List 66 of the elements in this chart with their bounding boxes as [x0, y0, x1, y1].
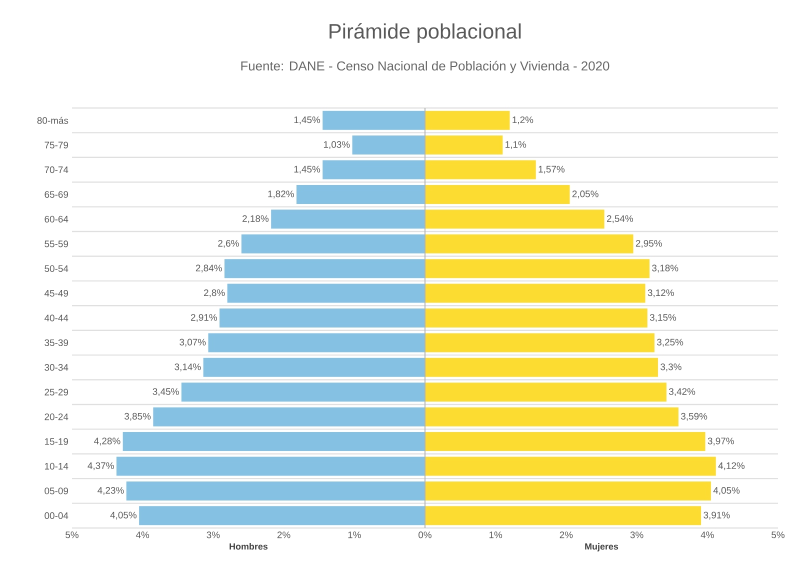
data-label: 4,05% — [713, 487, 740, 495]
y-tick-label: 75-79 — [44, 142, 68, 148]
data-label: 3,15% — [650, 314, 676, 322]
data-label: 3,59% — [681, 412, 708, 421]
data-label: 3,14% — [174, 364, 201, 372]
x-tick-label: 4% — [700, 532, 714, 538]
data-label: 1,1% — [506, 141, 526, 149]
data-label: 4,23% — [98, 487, 124, 495]
x-axis-title: Mujeres — [585, 543, 618, 552]
y-tick-label: 65-69 — [44, 191, 68, 198]
x-tick-label: 2% — [560, 532, 573, 538]
data-label: 3,97% — [708, 438, 734, 446]
x-axis-title: Hombres — [230, 543, 268, 550]
data-label: 2,95% — [636, 240, 662, 248]
data-label: 2,18% — [242, 215, 269, 224]
chart-subtitle: Fuente: DANE - Censo Nacional de Población y Vivienda - 2020 — [241, 60, 610, 74]
y-tick-label: 15-19 — [44, 438, 68, 445]
y-tick-label: 00-04 — [44, 512, 68, 519]
y-tick-label: 25-29 — [44, 388, 68, 396]
data-label: 4,37% — [88, 462, 114, 470]
y-tick-label: 80-más — [37, 116, 68, 124]
x-tick-label: 1% — [348, 532, 361, 538]
data-label: 2,8% — [204, 289, 225, 298]
y-tick-label: 55-59 — [44, 240, 68, 248]
data-label: 1,57% — [538, 166, 565, 174]
data-label: 1,45% — [294, 166, 320, 174]
data-label: 3,85% — [124, 412, 151, 421]
x-tick-label: 3% — [206, 532, 220, 538]
x-tick-label: 3% — [630, 532, 644, 538]
data-label: 3,42% — [669, 388, 696, 396]
data-label: 4,05% — [110, 512, 137, 520]
y-tick-label: 30-34 — [44, 364, 68, 371]
data-label: 3,91% — [704, 512, 730, 520]
data-label: 3,07% — [180, 338, 206, 347]
data-label: 1,03% — [324, 141, 350, 149]
y-tick-label: 45-49 — [44, 290, 68, 297]
data-label: 3,3% — [660, 364, 682, 372]
data-label: 1,2% — [512, 116, 534, 124]
data-label: 2,84% — [196, 264, 222, 273]
y-tick-label: 50-54 — [44, 265, 68, 272]
y-tick-label: 20-24 — [44, 413, 68, 420]
x-tick-label: 5% — [772, 532, 785, 538]
x-tick-label: 2% — [277, 532, 290, 538]
y-tick-label: 60-64 — [44, 216, 68, 223]
data-label: 2,91% — [190, 314, 218, 322]
data-label: 3,25% — [657, 338, 684, 347]
y-tick-label: 05-09 — [44, 488, 68, 494]
y-tick-label: 70-74 — [44, 166, 68, 174]
data-label: 2,6% — [218, 240, 239, 248]
data-label: 4,28% — [94, 438, 120, 446]
y-tick-label: 35-39 — [44, 339, 68, 346]
data-label: 3,12% — [648, 289, 674, 298]
data-label: 2,54% — [606, 215, 634, 224]
x-tick-label: 5% — [66, 532, 78, 538]
data-label: 3,18% — [652, 264, 678, 273]
x-tick-label: 0% — [418, 532, 432, 538]
data-label: 2,05% — [572, 190, 598, 198]
x-tick-label: 4% — [136, 532, 150, 538]
data-label: 1,82% — [268, 190, 294, 198]
y-tick-label: 40-44 — [44, 314, 68, 322]
data-label: 1,45% — [294, 116, 320, 124]
data-label: 4,12% — [718, 462, 745, 470]
data-label: 3,45% — [152, 388, 179, 396]
chart-title: Pirámide poblacional — [330, 23, 521, 43]
y-tick-label: 10-14 — [44, 462, 68, 470]
x-tick-label: 1% — [489, 532, 502, 538]
